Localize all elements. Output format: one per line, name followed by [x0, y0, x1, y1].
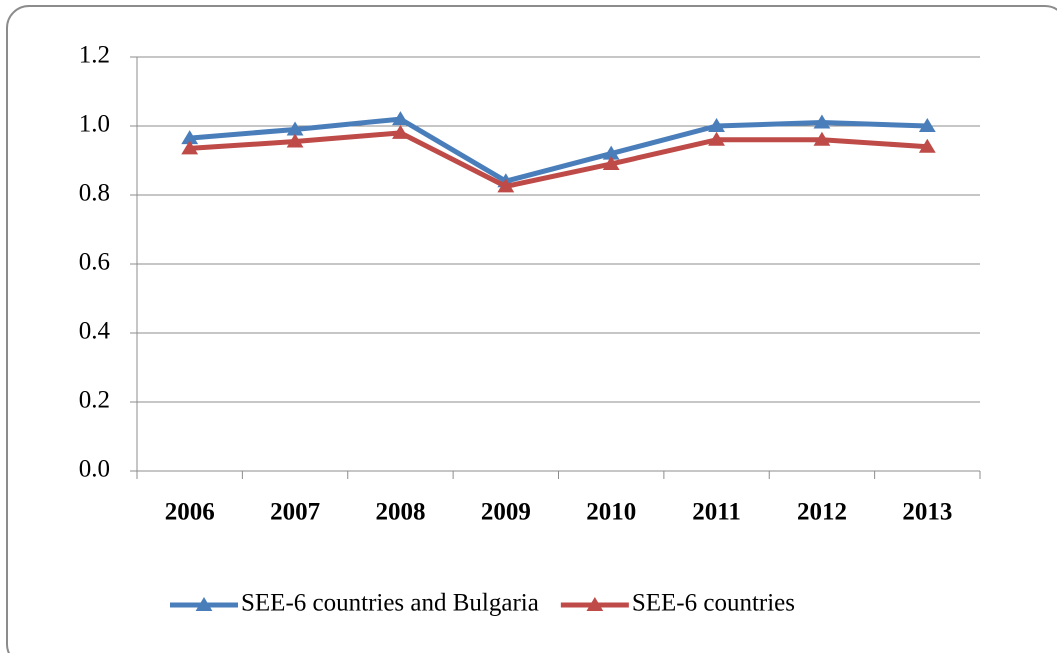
- series-line: [189, 116, 928, 184]
- series-marker: [918, 138, 936, 153]
- series-marker: [602, 145, 620, 160]
- series-marker: [392, 124, 409, 139]
- x-tick-label: 2013: [902, 499, 952, 526]
- y-tick-label: 0.0: [79, 456, 110, 483]
- series-marker: [813, 114, 831, 129]
- x-tick-label: 2012: [797, 499, 847, 526]
- y-tick-label: 0.4: [79, 318, 111, 345]
- x-tick-label: 2006: [165, 499, 215, 526]
- x-tick-label: 2008: [375, 499, 425, 526]
- y-tick-label: 1.0: [79, 111, 110, 138]
- series-marker: [708, 118, 725, 132]
- y-tick-label: 0.8: [79, 180, 110, 207]
- y-tick-label: 0.2: [79, 387, 110, 414]
- series-marker: [286, 121, 304, 136]
- series-marker: [918, 118, 936, 132]
- series-line: [189, 130, 928, 189]
- series-marker: [286, 133, 304, 148]
- series-marker: [392, 111, 409, 126]
- x-tick-label: 2010: [586, 499, 636, 526]
- y-tick-label: 1.2: [79, 42, 110, 69]
- series-marker: [602, 155, 620, 170]
- series-marker: [181, 130, 199, 145]
- y-tick-label: 0.6: [79, 249, 110, 276]
- legend-label: SEE-6 countries: [632, 590, 795, 617]
- legend-label: SEE-6 countries and Bulgaria: [241, 590, 539, 617]
- series-marker: [181, 140, 199, 155]
- legend-marker: [586, 597, 604, 611]
- chart-border: [6, 5, 1057, 653]
- x-tick-label: 2011: [692, 499, 741, 526]
- x-tick-label: 2009: [481, 499, 531, 526]
- series-marker: [813, 131, 831, 146]
- x-tick-label: 2007: [270, 499, 320, 526]
- series-marker: [708, 131, 725, 146]
- legend-marker: [195, 597, 213, 611]
- series-marker: [497, 178, 515, 193]
